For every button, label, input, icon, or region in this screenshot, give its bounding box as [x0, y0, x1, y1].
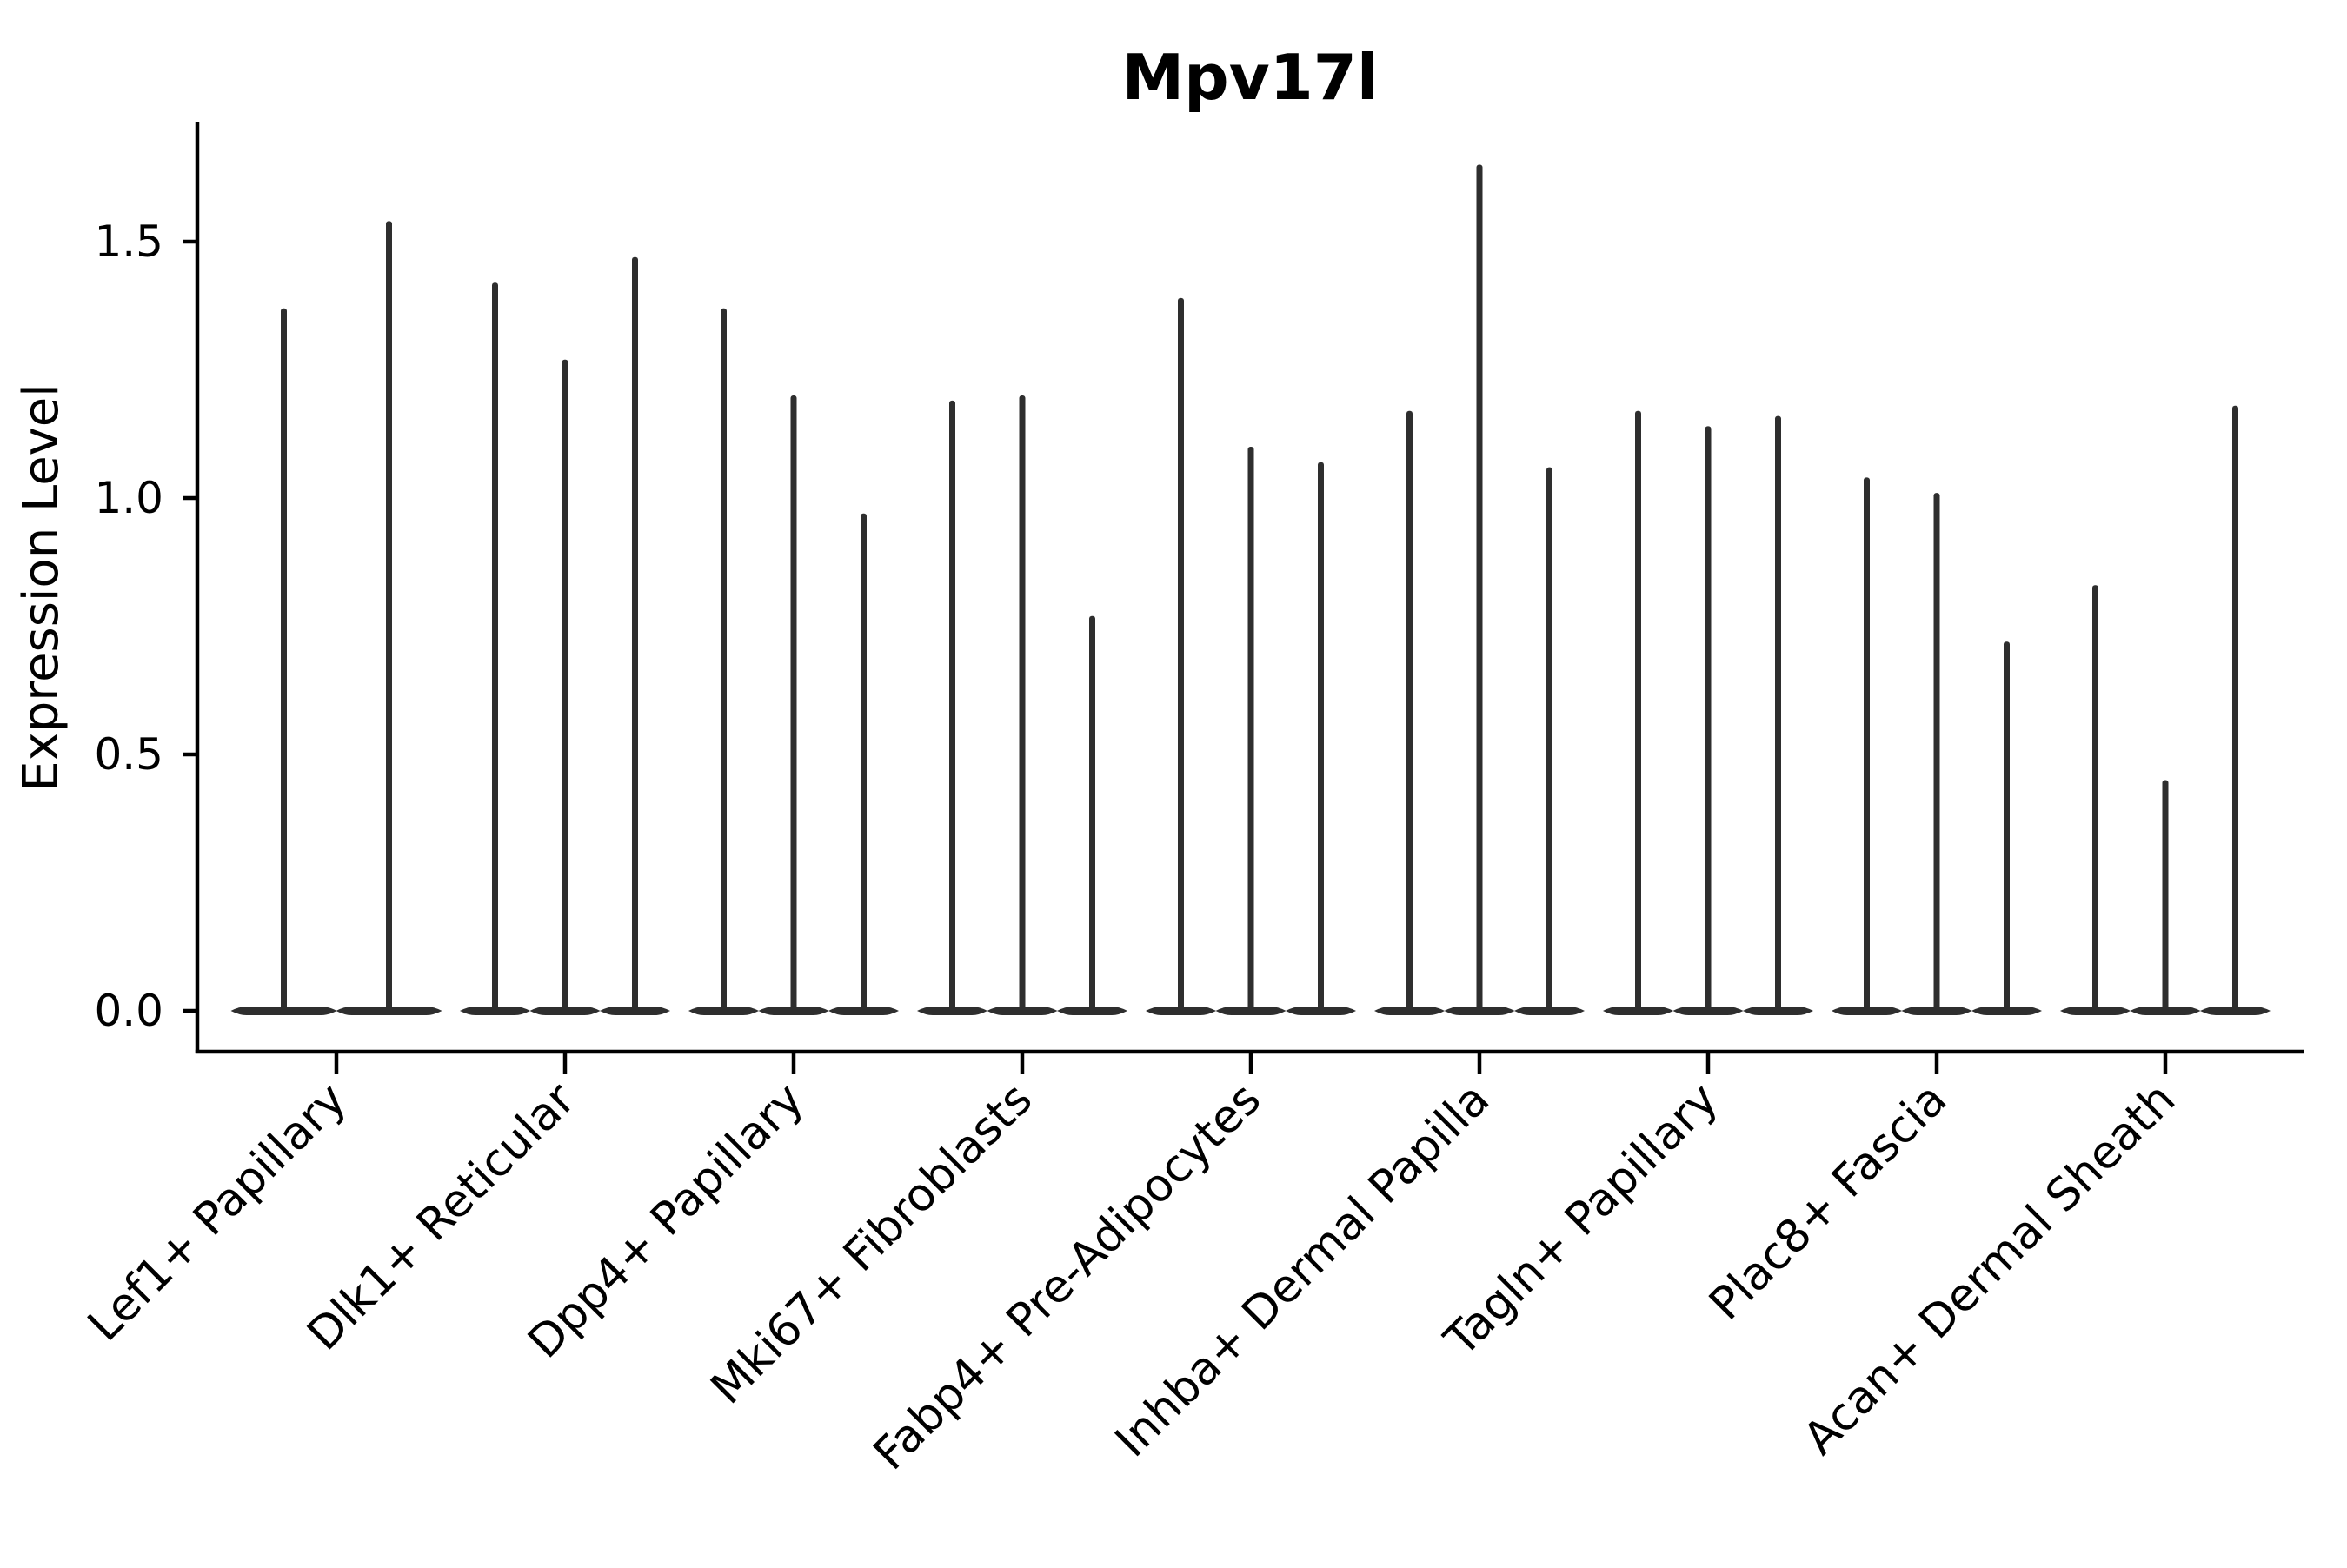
y-axis-label: Expression Level [13, 383, 70, 792]
violin-category [230, 221, 442, 1015]
violin-spike [492, 282, 498, 1013]
violin-spike [2232, 405, 2238, 1013]
violin-spike [1247, 447, 1254, 1013]
violin-spike [790, 395, 797, 1013]
violin-spike [1933, 493, 1940, 1013]
violin-spike [632, 256, 638, 1013]
violin-spike [861, 513, 867, 1013]
violin-spike [949, 400, 955, 1013]
violin-spike [2004, 641, 2010, 1013]
violin-category [917, 395, 1127, 1015]
violin-spike [1864, 477, 1870, 1013]
violin-category [460, 256, 670, 1015]
violin-spike [562, 359, 568, 1013]
y-tick-label-0.5: 0.5 [94, 729, 163, 780]
violin-category [1374, 164, 1585, 1015]
violin-series [230, 164, 2271, 1015]
y-tick-labels: 0.0 0.5 1.0 1.5 [94, 216, 163, 1036]
tick-marks [183, 239, 2168, 1074]
violin-spike [1406, 410, 1413, 1013]
violin-category [1603, 410, 1813, 1015]
y-tick-label-1.0: 1.0 [94, 473, 163, 523]
violin-spike [1476, 164, 1483, 1013]
violin-spike [1705, 426, 1712, 1013]
violin-spike [1178, 297, 1184, 1013]
y-tick-label-0.0: 0.0 [94, 986, 163, 1036]
violin-category [2060, 405, 2271, 1015]
violin-spike [1635, 410, 1641, 1013]
violin-spike [386, 221, 392, 1013]
chart-title: Mpv17l [1122, 41, 1379, 114]
violin-spike [1019, 395, 1026, 1013]
violin-spike [2092, 585, 2098, 1013]
violin-spike [1775, 415, 1781, 1013]
violin-category [688, 308, 899, 1015]
violin-spike [1318, 462, 1324, 1013]
violin-spike [1089, 615, 1095, 1013]
violin-category [1832, 477, 2042, 1015]
violin-spike [281, 308, 287, 1013]
violin-spike [721, 308, 727, 1013]
y-tick-label-1.5: 1.5 [94, 216, 163, 267]
violin-category [1146, 297, 1356, 1015]
violin-spike [1546, 467, 1552, 1013]
violin-spike [2162, 780, 2169, 1013]
